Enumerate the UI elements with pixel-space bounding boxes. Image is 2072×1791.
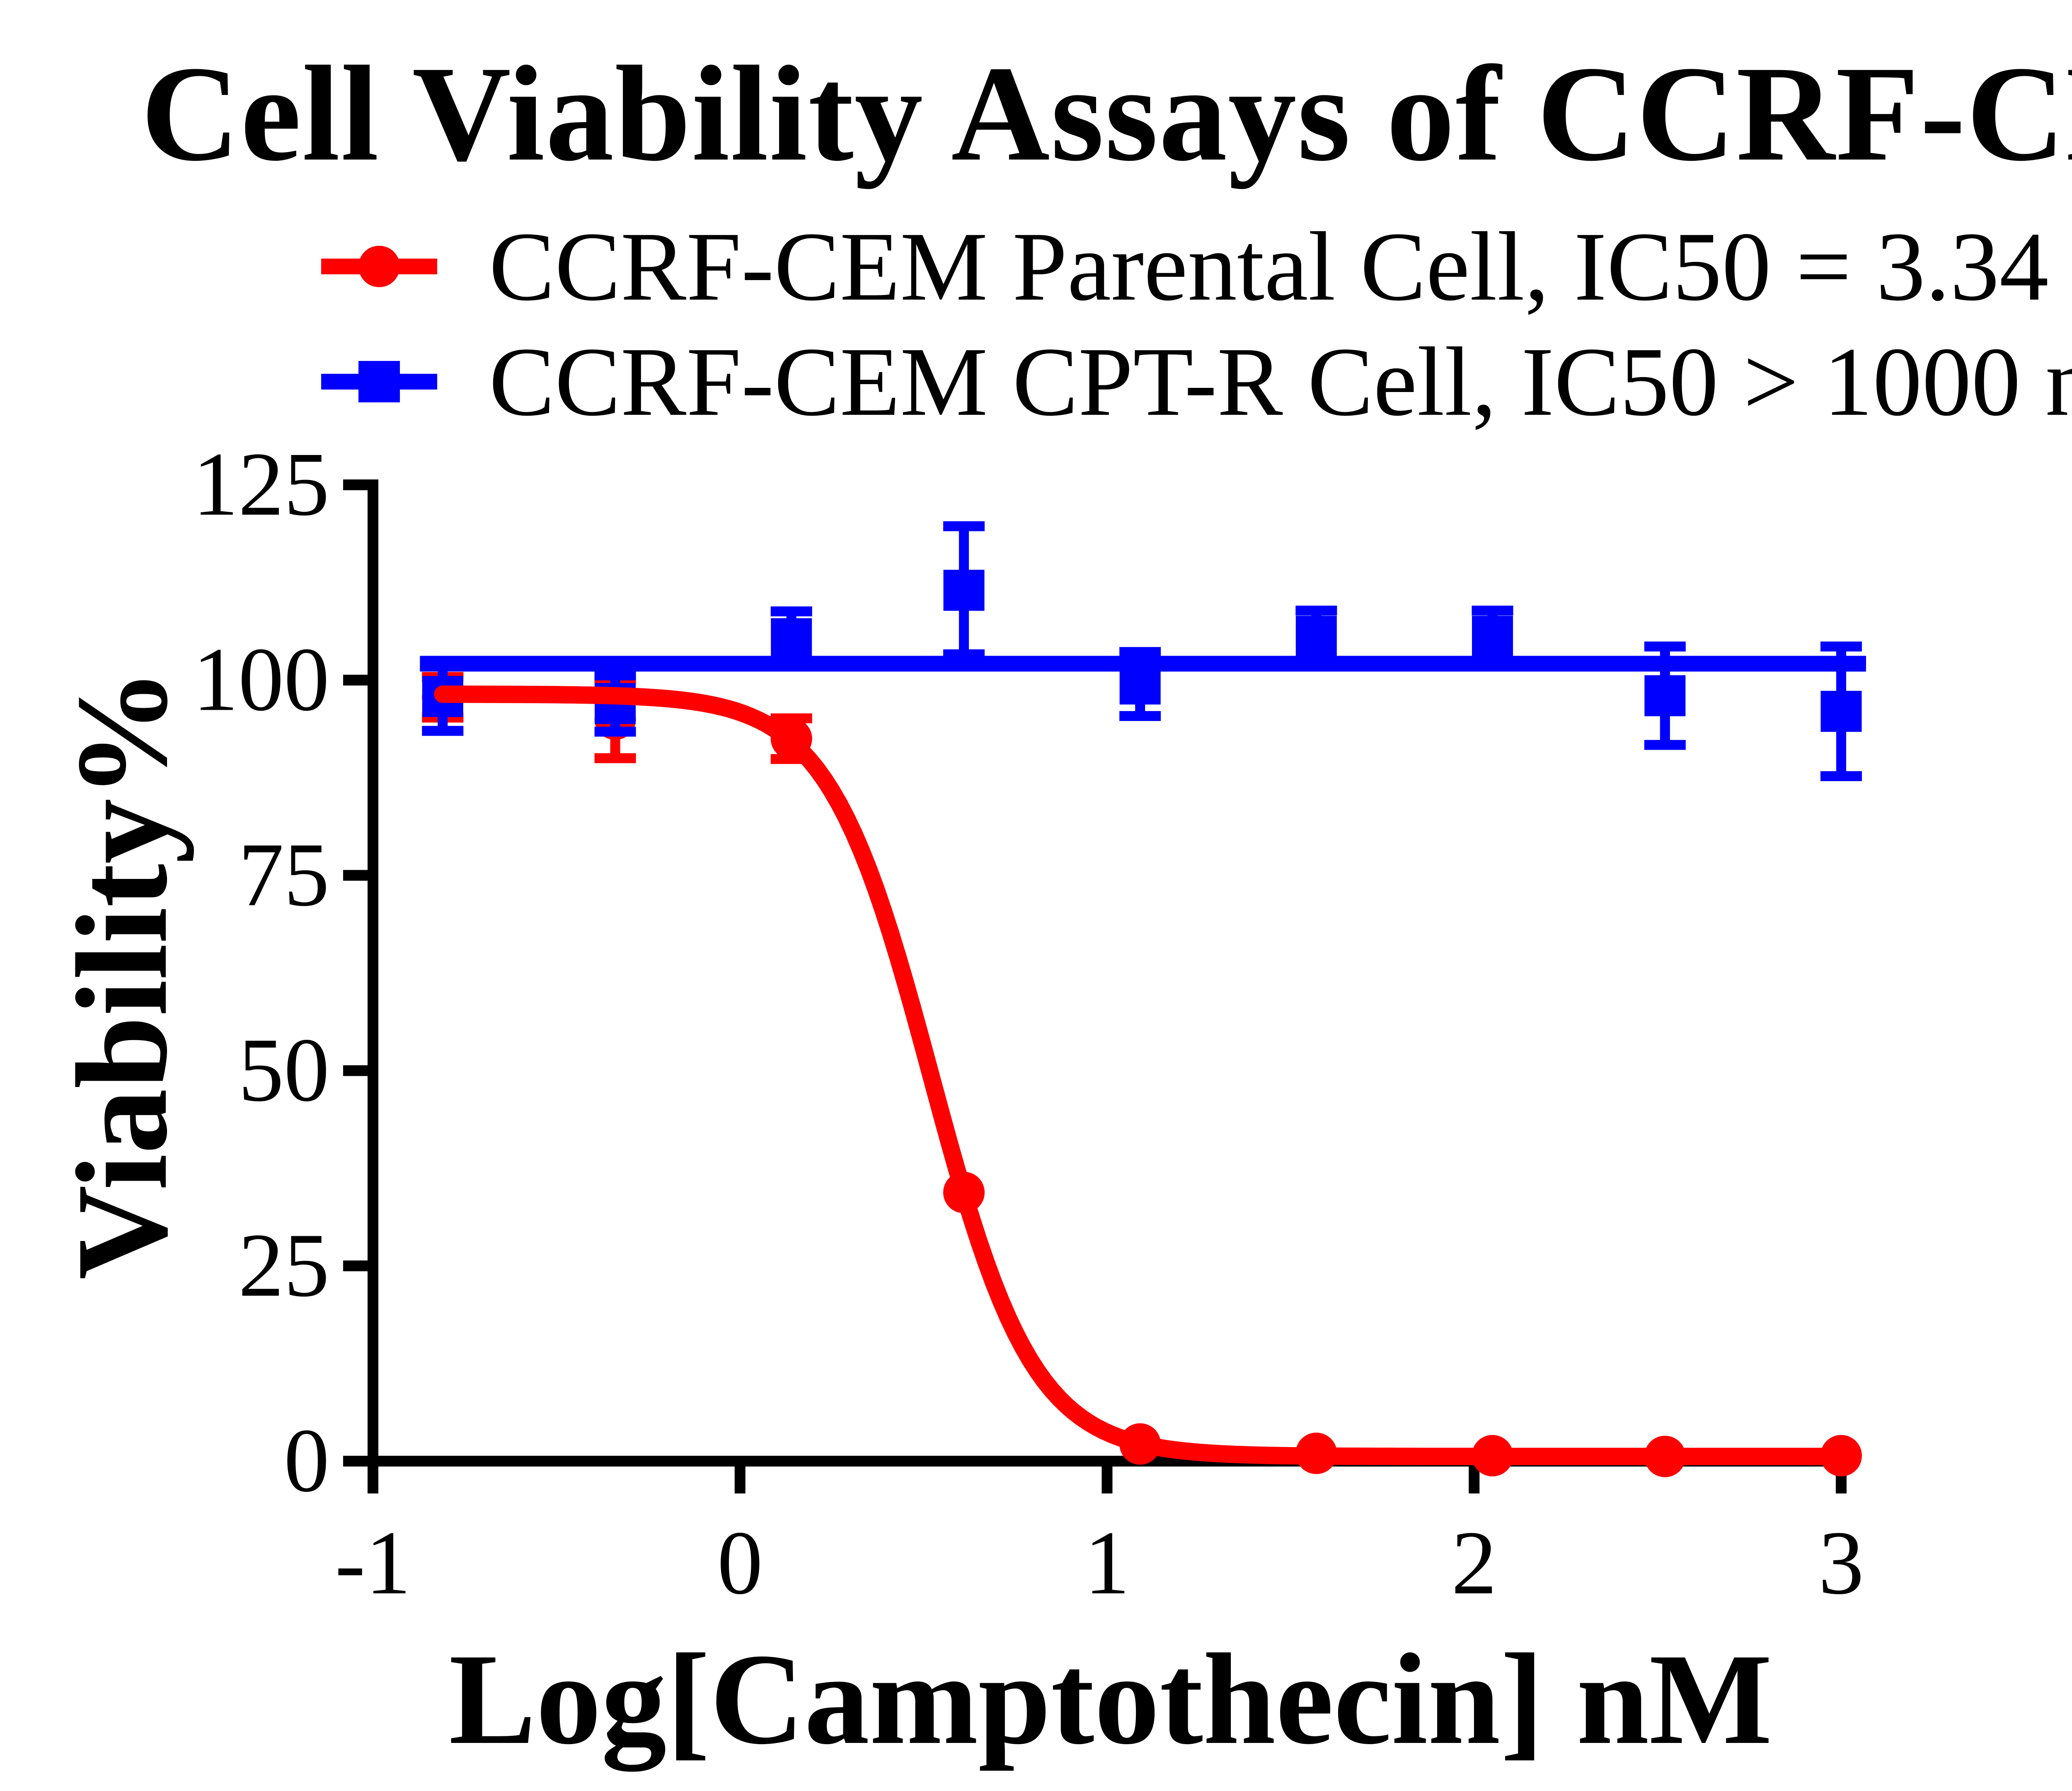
x-tick-label: 1: [1084, 1512, 1130, 1613]
legend-label-parental: CCRF-CEM Parental Cell, IC50 = 3.34 nM: [489, 212, 2072, 321]
x-axis-title: Log[Camptothecin] nM: [449, 1627, 1772, 1772]
y-tick-label: 0: [284, 1410, 329, 1511]
red-fit-curve: [434, 685, 1847, 1465]
x-tick-label: 0: [717, 1512, 763, 1613]
y-tick-label: 125: [193, 433, 329, 535]
blue-data-point: [1820, 691, 1862, 732]
x-tick-label: 3: [1818, 1512, 1864, 1613]
y-tick-label: 100: [193, 629, 329, 730]
legend-marker-circle-icon: [321, 246, 437, 287]
chart-title: Cell Viability Assays of CCRF-CEM CPT-R: [141, 38, 2072, 189]
blue-data-point: [1295, 616, 1337, 657]
blue-data-point: [1119, 663, 1161, 705]
legend-label-cptr: CCRF-CEM CPT-R Cell, IC50 > 1000 nM: [489, 327, 2072, 436]
blue-data-point: [1644, 675, 1686, 716]
legend-marker-square-icon: [321, 361, 437, 402]
blue-data-point: [1472, 616, 1513, 657]
blue-data-point: [943, 569, 985, 611]
x-tick-label: -1: [335, 1512, 411, 1613]
legend-item-cptr: CCRF-CEM CPT-R Cell, IC50 > 1000 nM: [315, 324, 2072, 440]
x-tick-label: 2: [1451, 1512, 1497, 1613]
blue-data-point: [771, 618, 812, 659]
y-tick-label: 25: [238, 1215, 329, 1316]
y-tick-label: 75: [238, 824, 329, 925]
legend-square-blue: [358, 361, 400, 402]
y-tick-label: 50: [238, 1019, 329, 1121]
legend-circle-red: [358, 246, 400, 287]
legend-item-parental: CCRF-CEM Parental Cell, IC50 = 3.34 nM: [315, 208, 2072, 324]
